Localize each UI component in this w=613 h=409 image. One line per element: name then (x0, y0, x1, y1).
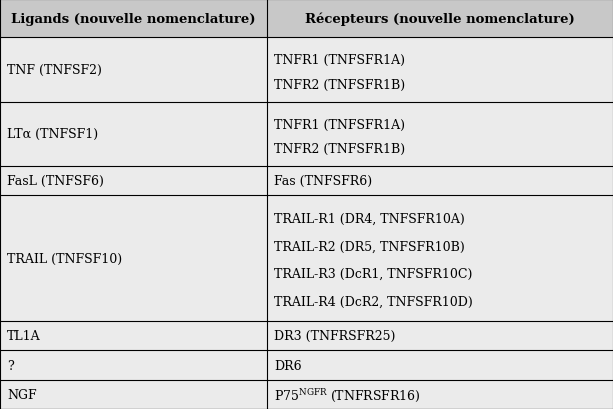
Text: DR3 (TNFRSFR25): DR3 (TNFRSFR25) (274, 330, 395, 342)
Text: TNF (TNFSF2): TNF (TNFSF2) (7, 64, 102, 76)
Text: P75$^{\mathregular{NGFR}}$ (TNFRSFR16): P75$^{\mathregular{NGFR}}$ (TNFRSFR16) (274, 386, 421, 403)
Bar (267, 0, 613, 38)
Bar (267, 321, 613, 351)
Text: NGF: NGF (7, 388, 37, 401)
Bar (0, 0, 267, 38)
Text: TL1A: TL1A (7, 330, 41, 342)
Text: Fas (TNFSFR6): Fas (TNFSFR6) (274, 175, 372, 188)
Text: Ligands (nouvelle nomenclature): Ligands (nouvelle nomenclature) (11, 13, 256, 25)
Text: TRAIL-R2 (DR5, TNFSFR10B): TRAIL-R2 (DR5, TNFSFR10B) (274, 240, 465, 253)
Bar (267, 166, 613, 196)
Bar (0, 166, 267, 196)
Bar (267, 38, 613, 102)
Bar (0, 38, 267, 102)
Text: TNFR1 (TNFSFR1A): TNFR1 (TNFSFR1A) (274, 118, 405, 131)
Bar (0, 196, 267, 321)
Text: TRAIL-R3 (DcR1, TNFSFR10C): TRAIL-R3 (DcR1, TNFSFR10C) (274, 267, 473, 280)
Bar (0, 351, 267, 380)
Text: FasL (TNFSF6): FasL (TNFSF6) (7, 175, 104, 188)
Text: TRAIL (TNFSF10): TRAIL (TNFSF10) (7, 252, 123, 265)
Text: TRAIL-R4 (DcR2, TNFSFR10D): TRAIL-R4 (DcR2, TNFSFR10D) (274, 294, 473, 308)
Bar (267, 102, 613, 166)
Text: TNFR1 (TNFSFR1A): TNFR1 (TNFSFR1A) (274, 54, 405, 67)
Text: DR6: DR6 (274, 359, 302, 372)
Text: TNFR2 (TNFSFR1B): TNFR2 (TNFSFR1B) (274, 143, 405, 156)
Text: LTα (TNFSF1): LTα (TNFSF1) (7, 128, 99, 141)
Bar (0, 321, 267, 351)
Text: TNFR2 (TNFSFR1B): TNFR2 (TNFSFR1B) (274, 79, 405, 92)
Bar (267, 196, 613, 321)
Bar (267, 380, 613, 409)
Bar (0, 102, 267, 166)
Text: ?: ? (7, 359, 14, 372)
Bar (267, 351, 613, 380)
Text: TRAIL-R1 (DR4, TNFSFR10A): TRAIL-R1 (DR4, TNFSFR10A) (274, 213, 465, 226)
Text: Récepteurs (nouvelle nomenclature): Récepteurs (nouvelle nomenclature) (305, 12, 575, 26)
Bar (0, 380, 267, 409)
